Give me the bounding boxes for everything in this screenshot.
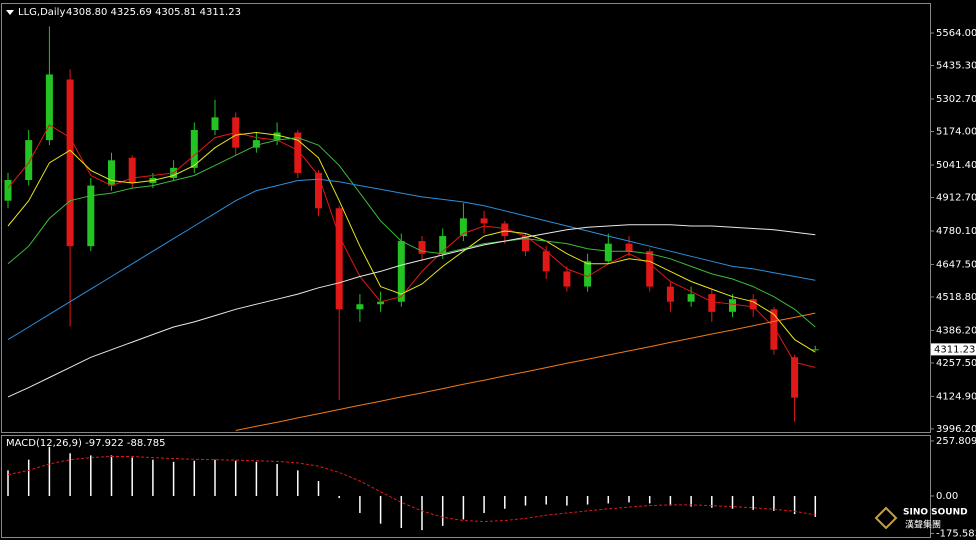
candle-body [4, 179, 12, 201]
indicator-line [7, 124, 816, 368]
candle-body [418, 241, 426, 254]
candle-body [522, 236, 529, 252]
y-tick-label: 5041.40 [936, 160, 976, 171]
y-tick-label: 5564.00 [936, 28, 976, 39]
y-tick-label: 5174.00 [936, 127, 976, 138]
candle-body [108, 160, 115, 186]
y-tick-label: 5302.70 [936, 94, 976, 105]
y-tick-label: 0.00 [936, 491, 958, 502]
indicator-line [7, 131, 816, 353]
y-tick-label: 5435.30 [936, 61, 976, 72]
candle-body [66, 79, 74, 247]
candle-body [294, 132, 302, 173]
indicator-line [235, 312, 816, 431]
y-tick-label: 3996.20 [936, 424, 976, 435]
logo-brand: SINO SOUND [903, 508, 968, 518]
logo-chinese: 漢聲集團 [905, 519, 941, 531]
candle-body [87, 185, 95, 247]
y-tick-label: 4912.70 [936, 192, 976, 203]
y-tick-label: 4647.50 [936, 259, 976, 270]
ohlc-text: 4308.80 4325.69 4305.81 4311.23 [66, 7, 241, 18]
candle-body [25, 140, 33, 180]
candle-body [542, 251, 550, 272]
candle-body [190, 130, 198, 168]
candle-body [356, 304, 364, 310]
candle-body [252, 140, 260, 148]
y-tick-label: 257.809 [936, 436, 976, 447]
last-price-box [931, 343, 976, 356]
candle-body [749, 299, 757, 310]
candle-body [708, 294, 716, 312]
candle-body [315, 172, 322, 209]
candle-body [646, 251, 654, 287]
indicator-line [7, 178, 816, 341]
candle-body [335, 208, 343, 310]
logo: SINO SOUND 漢聲集團 [874, 506, 968, 531]
y-tick-label: 4780.10 [936, 226, 976, 237]
candle-body [811, 349, 819, 351]
y-tick-label: 4124.90 [936, 391, 976, 402]
candle-body [687, 294, 695, 302]
candle-body [439, 236, 447, 254]
macd-panel-frame [1, 435, 931, 538]
candle-body [273, 132, 281, 141]
y-tick-label: -175.583 [936, 528, 976, 539]
last-price-label: 4311.23 [934, 344, 975, 355]
candle-body [397, 241, 405, 302]
candle-body [584, 261, 592, 287]
candle-body [729, 299, 736, 312]
y-tick-label: 4257.50 [936, 358, 976, 369]
indicator-line [7, 137, 816, 328]
candle-body [770, 309, 778, 350]
candle-body [377, 301, 385, 305]
candle-body [211, 117, 219, 131]
logo-icon [874, 506, 898, 530]
candle-body [563, 271, 571, 287]
symbol-title: LLG,Daily [18, 7, 65, 18]
macd-title: MACD(12,26,9) -97.922 -88.785 [6, 438, 166, 449]
candle-body [128, 157, 136, 184]
candle-body [480, 218, 488, 224]
candle-body [666, 286, 674, 302]
candle-body [501, 223, 509, 237]
menu-arrow[interactable] [6, 10, 14, 15]
y-tick-label: 4518.80 [936, 292, 976, 303]
candle-body [625, 243, 633, 252]
indicator-line [7, 224, 816, 398]
candle-body [604, 243, 612, 262]
price-panel-frame [1, 3, 931, 433]
candle-body [791, 357, 799, 398]
candle-body [459, 218, 467, 237]
indicator-line [7, 456, 816, 523]
candle-body [45, 74, 53, 141]
y-tick-label: 4386.20 [936, 325, 976, 336]
